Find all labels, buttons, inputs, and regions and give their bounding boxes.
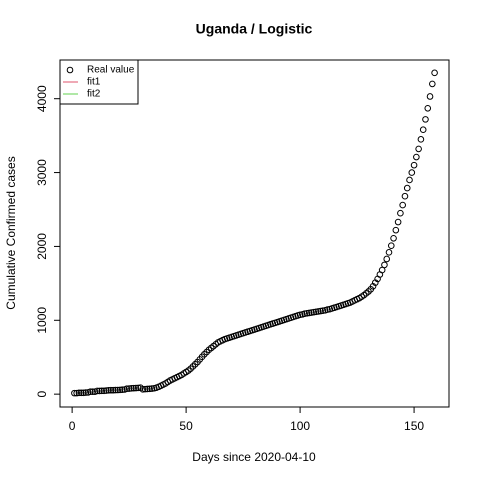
point — [319, 307, 327, 314]
point — [419, 126, 427, 134]
point — [139, 386, 147, 393]
point — [123, 385, 131, 392]
point — [89, 388, 96, 396]
point — [96, 387, 103, 395]
y-tick-label: 3000 — [35, 159, 49, 186]
y-axis-label: Cumulative Confirmed cases — [4, 156, 18, 309]
point — [308, 309, 315, 316]
point — [100, 387, 108, 395]
point — [87, 388, 94, 396]
x-tick-label: 100 — [290, 419, 310, 433]
point — [144, 385, 151, 393]
point — [315, 308, 322, 315]
point — [401, 192, 409, 200]
y-tick-label: 0 — [35, 390, 49, 397]
point — [98, 387, 106, 395]
point — [387, 242, 395, 249]
point — [105, 387, 112, 394]
point — [383, 255, 391, 263]
point — [109, 386, 117, 394]
point — [426, 93, 434, 100]
point — [296, 311, 304, 319]
point — [71, 389, 78, 397]
point — [134, 384, 142, 392]
chart-title: Uganda / Logistic — [196, 21, 313, 37]
point — [381, 261, 388, 269]
point — [399, 201, 406, 209]
point — [431, 69, 438, 77]
legend-symbol — [66, 66, 74, 74]
point — [390, 235, 397, 242]
y-tick-label: 1000 — [35, 307, 49, 334]
x-axis-label: Days since 2020-04-10 — [192, 450, 316, 464]
x-tick-label: 50 — [179, 419, 193, 433]
point — [141, 385, 149, 393]
point — [310, 308, 318, 316]
point — [408, 169, 416, 176]
point — [93, 387, 101, 395]
x-tick-label: 150 — [404, 419, 424, 433]
point — [392, 226, 400, 234]
point — [80, 389, 87, 397]
point — [394, 218, 402, 226]
point — [301, 310, 308, 317]
point — [424, 105, 432, 112]
point — [125, 385, 133, 392]
point — [397, 209, 404, 217]
point — [128, 385, 135, 392]
point — [82, 389, 90, 396]
legend-label: Real value — [87, 65, 135, 76]
point — [305, 309, 313, 317]
legend-label: fit2 — [87, 89, 101, 100]
point — [417, 136, 425, 143]
point — [413, 153, 420, 161]
point — [415, 145, 422, 153]
point — [77, 389, 85, 397]
point — [103, 387, 110, 394]
point — [148, 385, 156, 392]
point — [116, 386, 124, 394]
point — [385, 249, 393, 256]
point — [146, 385, 153, 393]
point — [403, 184, 411, 192]
point — [422, 116, 429, 123]
point — [429, 80, 436, 88]
point — [312, 308, 320, 316]
point — [410, 161, 418, 169]
point — [107, 386, 115, 394]
y-tick-label: 2000 — [35, 233, 49, 260]
point — [118, 386, 126, 393]
point — [114, 386, 122, 394]
point — [112, 386, 119, 394]
point — [75, 389, 83, 397]
point — [73, 389, 80, 397]
point — [132, 384, 140, 392]
point — [317, 307, 324, 315]
plot-box — [59, 59, 450, 408]
x-tick-label: 0 — [69, 419, 76, 433]
point — [324, 306, 331, 313]
legend-label: fit1 — [87, 77, 101, 88]
point — [406, 176, 413, 184]
point — [130, 384, 137, 392]
y-tick-label: 4000 — [35, 85, 49, 112]
point — [303, 309, 311, 317]
